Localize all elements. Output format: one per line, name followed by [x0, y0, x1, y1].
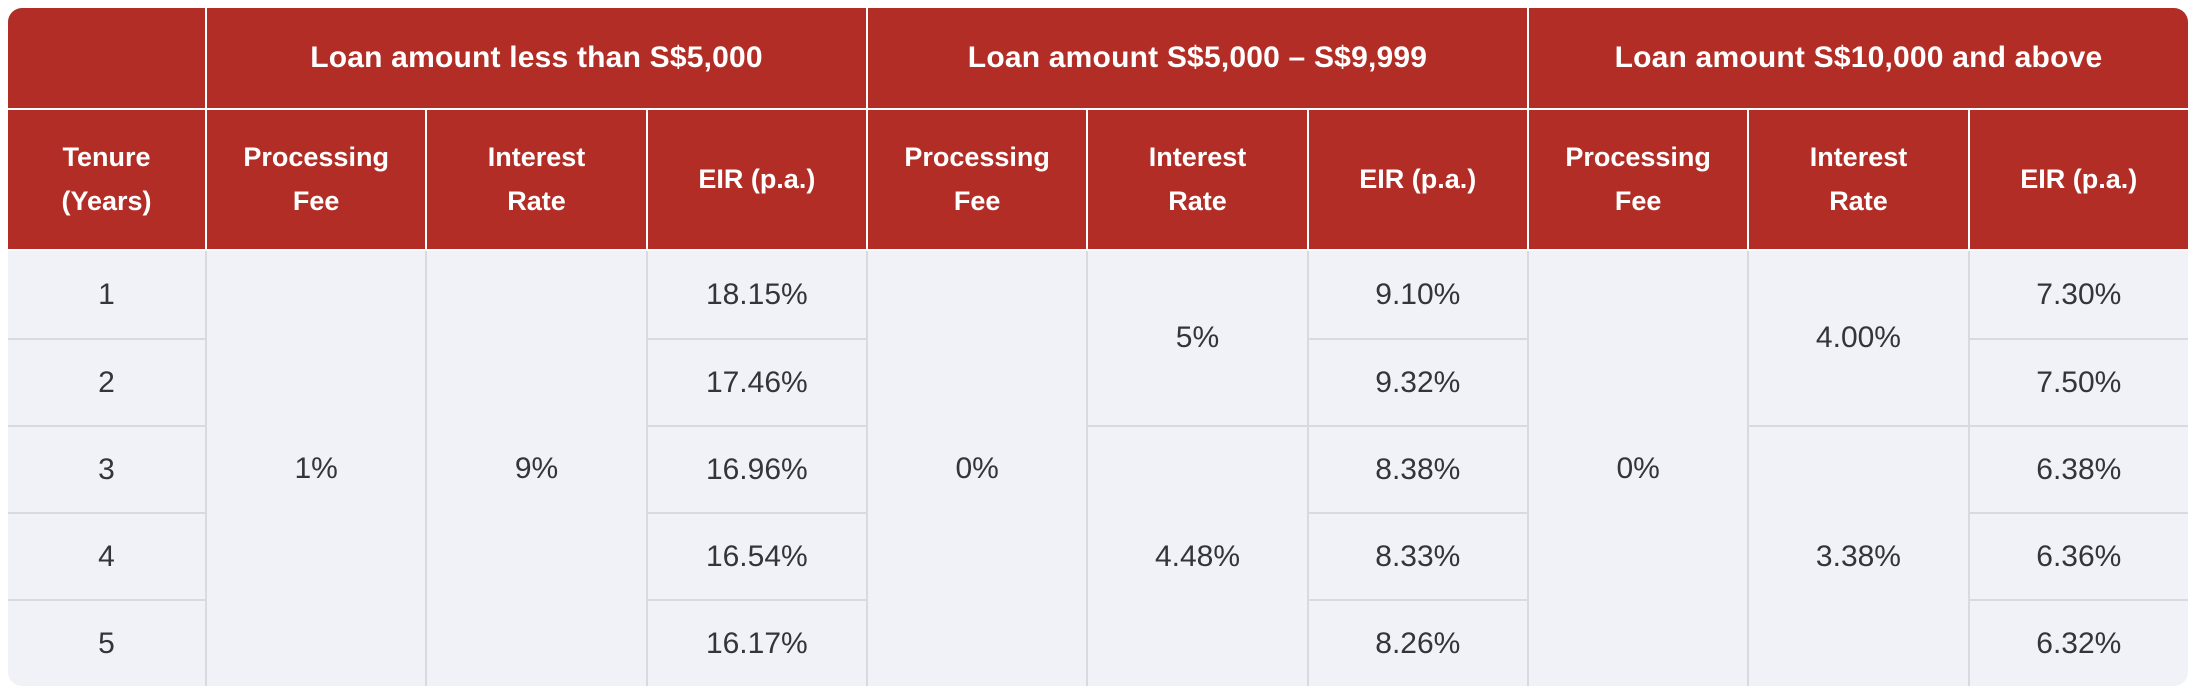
tenure-cell: 4 — [8, 512, 205, 599]
col-header-eir-g2: EIR (p.a.) — [1306, 110, 1527, 251]
processing-fee-cell-g3: 0% — [1526, 251, 1748, 686]
table-row-tenure-1: 1 1% 9% 18.15% 0% 5% 9.10% 0% 4.00% 7.30… — [8, 251, 2188, 686]
col-header-tenure-line2: (Years) — [61, 185, 152, 216]
interest-rate-cell-g1: 9% — [425, 251, 646, 686]
table-row-tenure-5: 5 16.17% 8.26% 6.32% — [8, 599, 2188, 686]
eir-cell-g1: 16.96% — [645, 425, 866, 512]
table-row-tenure-3: 3 16.96% 4.48% 8.38% 3.38% 6.38% — [8, 425, 2188, 686]
col-header-processing-fee-g3: Processing Fee — [1526, 110, 1748, 251]
group-header-5000-to-9999: Loan amount S$5,000 – S$9,999 — [865, 8, 1527, 110]
eir-cell-g1: 18.15% — [645, 251, 866, 338]
eir-cell-g2: 8.38% — [1306, 425, 1527, 512]
col-header-interest-rate-g3: Interest Rate — [1747, 110, 1968, 251]
eir-cell-g3: 7.50% — [1967, 338, 2188, 425]
col-header-processing-fee-g2: Processing Fee — [865, 110, 1087, 251]
interest-rate-cell-g3-b: 3.38% — [1747, 425, 1968, 686]
col-header-processing-line2: Fee — [953, 185, 1001, 216]
sub-header-row: Tenure (Years) Processing Fee Interest R… — [8, 110, 2188, 251]
loan-rates-grid: Loan amount less than S$5,000 Loan amoun… — [8, 8, 2188, 686]
eir-cell-g1: 16.54% — [645, 512, 866, 599]
eir-cell-g3: 7.30% — [1967, 251, 2188, 338]
col-header-processing-line2: Fee — [1614, 185, 1662, 216]
interest-rate-cell-g2-a: 5% — [1086, 251, 1307, 425]
col-header-interest-rate-g2: Interest Rate — [1086, 110, 1307, 251]
interest-rate-cell-g2-b: 4.48% — [1086, 425, 1307, 686]
col-header-processing-line1: Processing — [904, 142, 1050, 173]
col-header-interest-line2: Rate — [1829, 185, 1888, 216]
tenure-cell: 3 — [8, 425, 205, 512]
eir-cell-g1: 16.17% — [645, 599, 866, 686]
col-header-eir-g3: EIR (p.a.) — [1967, 110, 2188, 251]
eir-cell-g2: 9.32% — [1306, 338, 1527, 425]
table-row-tenure-4: 4 16.54% 8.33% 6.36% — [8, 512, 2188, 599]
col-header-tenure: Tenure (Years) — [8, 110, 205, 251]
col-header-interest-line2: Rate — [507, 185, 566, 216]
tenure-cell: 5 — [8, 599, 205, 686]
col-header-interest-rate-g1: Interest Rate — [425, 110, 646, 251]
col-header-processing-line1: Processing — [1565, 142, 1711, 173]
col-header-processing-fee-g1: Processing Fee — [205, 110, 426, 251]
eir-cell-g3: 6.36% — [1967, 512, 2188, 599]
group-header-10000-and-above: Loan amount S$10,000 and above — [1526, 8, 2188, 110]
tenure-cell: 2 — [8, 338, 205, 425]
col-header-eir-g1: EIR (p.a.) — [645, 110, 866, 251]
col-header-interest-line2: Rate — [1168, 185, 1227, 216]
tenure-cell: 1 — [8, 251, 205, 338]
col-header-interest-line1: Interest — [487, 142, 586, 173]
eir-cell-g2: 8.26% — [1306, 599, 1527, 686]
eir-cell-g1: 17.46% — [645, 338, 866, 425]
processing-fee-cell-g1: 1% — [205, 251, 426, 686]
col-header-tenure-line1: Tenure — [62, 142, 151, 173]
loan-rates-table: Loan amount less than S$5,000 Loan amoun… — [8, 8, 2188, 686]
col-header-interest-line1: Interest — [1148, 142, 1247, 173]
table-row-tenure-2: 2 17.46% 9.32% 7.50% — [8, 338, 2188, 425]
group-header-less-than-5000: Loan amount less than S$5,000 — [205, 8, 866, 110]
processing-fee-cell-g2: 0% — [865, 251, 1087, 686]
col-header-interest-line1: Interest — [1809, 142, 1908, 173]
interest-rate-cell-g3-a: 4.00% — [1747, 251, 1968, 425]
eir-cell-g2: 9.10% — [1306, 251, 1527, 338]
group-header-row: Loan amount less than S$5,000 Loan amoun… — [8, 8, 2188, 110]
corner-cell — [8, 8, 205, 110]
eir-cell-g3: 6.38% — [1967, 425, 2188, 512]
eir-cell-g2: 8.33% — [1306, 512, 1527, 599]
col-header-processing-line1: Processing — [243, 142, 389, 173]
eir-cell-g3: 6.32% — [1967, 599, 2188, 686]
col-header-processing-line2: Fee — [292, 185, 340, 216]
